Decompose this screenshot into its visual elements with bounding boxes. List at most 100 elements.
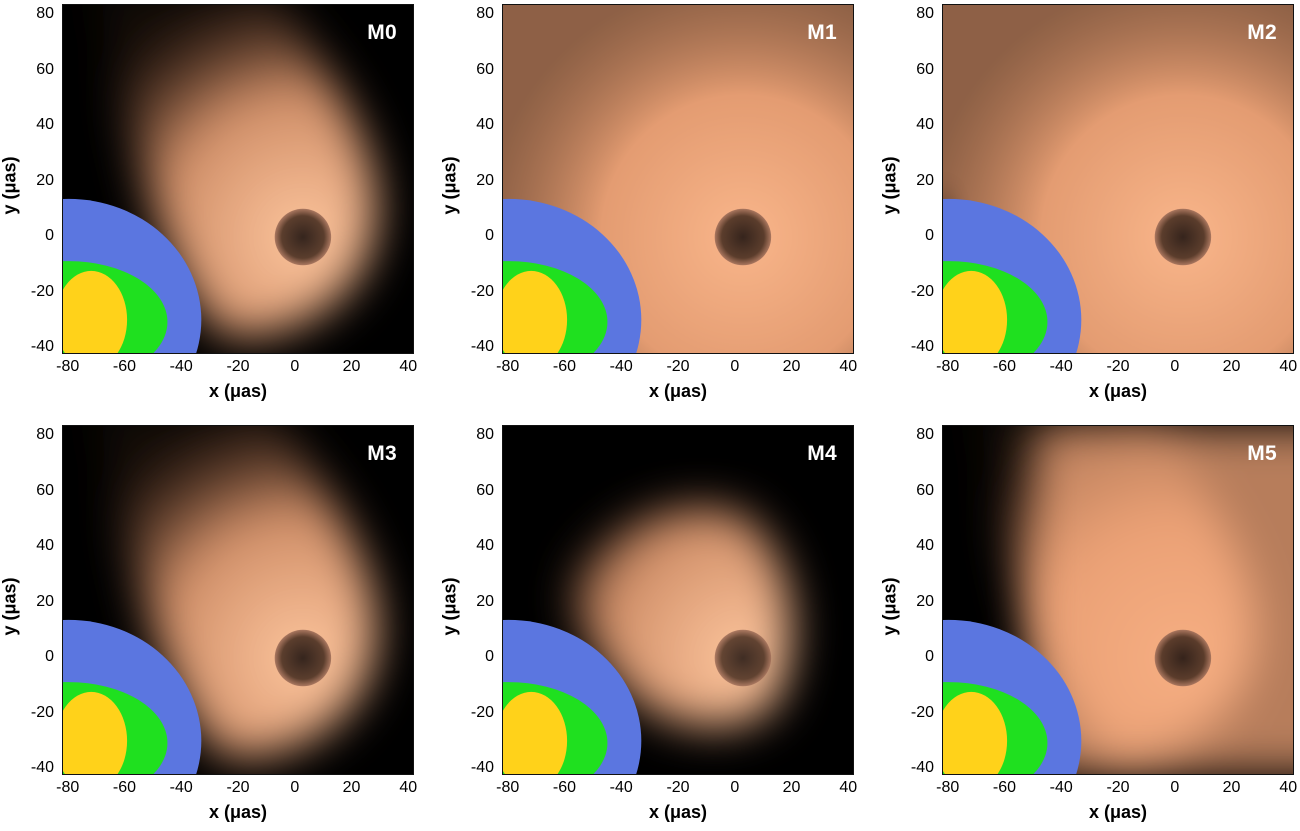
beam-inner <box>63 691 128 774</box>
x-tick-label: 40 <box>399 358 418 375</box>
x-tick-label: -40 <box>1049 358 1073 375</box>
y-tick-label: 0 <box>45 648 54 666</box>
x-tick-label: -80 <box>496 358 520 375</box>
x-tick-label: -80 <box>56 779 80 796</box>
x-tick-label: 40 <box>839 358 858 375</box>
y-tick-label: 20 <box>916 171 934 189</box>
y-tick-label: 0 <box>485 227 494 245</box>
x-tick-label: 40 <box>1279 779 1298 796</box>
y-tick-label: 80 <box>916 5 934 23</box>
image-plot: M5 <box>942 425 1294 775</box>
x-tick-label: -40 <box>169 779 193 796</box>
y-axis-label: y (μas) <box>879 577 900 636</box>
y-tick-label: 80 <box>36 5 54 23</box>
x-tick-label: 0 <box>290 779 300 796</box>
beam-inner <box>943 691 1008 774</box>
x-tick-label: 20 <box>1222 779 1241 796</box>
panel-label: M0 <box>367 21 397 44</box>
shadow-disk <box>1154 208 1212 266</box>
y-tick-label: 60 <box>916 481 934 499</box>
x-axis-label: x (μas) <box>1088 381 1148 401</box>
x-tick-label: 0 <box>730 358 740 375</box>
y-tick-label: 0 <box>45 227 54 245</box>
y-tick-label: 20 <box>476 171 494 189</box>
x-tick-label: -40 <box>609 358 633 375</box>
image-plot: M3 <box>62 425 414 775</box>
y-tick-label: 40 <box>36 537 54 555</box>
beam-inner <box>943 270 1008 353</box>
y-tick-label: 80 <box>36 426 54 444</box>
x-tick-label: -80 <box>56 358 80 375</box>
x-tick-label: 20 <box>342 779 361 796</box>
panel-m2: M2 80 60 40 20 0 -20 -40 -80 -60 -40 -20 0 20 40 x (μas… <box>880 0 1300 410</box>
x-axis-label: x (μas) <box>208 802 268 822</box>
x-tick-label: 20 <box>342 358 361 375</box>
x-tick-label: -40 <box>169 358 193 375</box>
y-axis-label: y (μas) <box>439 577 460 636</box>
x-tick-label: 0 <box>730 779 740 796</box>
shadow-disk <box>1154 629 1212 687</box>
y-tick-label: 80 <box>916 426 934 444</box>
x-tick-label: 20 <box>782 358 801 375</box>
y-tick-label: 60 <box>476 481 494 499</box>
panel-m3: M3 80 60 40 20 0 -20 -40 -80 -60 -40 -20 0 20 40 x (μas… <box>0 421 420 831</box>
x-axis-label: x (μas) <box>1088 802 1148 822</box>
y-tick-label: -40 <box>30 338 54 356</box>
y-tick-label: -40 <box>910 759 934 777</box>
y-axis-label: y (μas) <box>0 577 20 636</box>
shadow-disk <box>274 629 332 687</box>
x-tick-label: -80 <box>936 779 960 796</box>
panel-m0: M0 80 60 40 20 0 -20 -40 -80 -60 -40 -20 0 20 40 x (μas… <box>0 0 420 410</box>
y-tick-label: 40 <box>476 116 494 134</box>
y-tick-label: 40 <box>476 537 494 555</box>
y-tick-label: 60 <box>36 60 54 78</box>
x-tick-label: 0 <box>1170 358 1180 375</box>
y-tick-label: 0 <box>485 648 494 666</box>
x-tick-label: 0 <box>1170 779 1180 796</box>
beam-inner <box>503 691 568 774</box>
beam-inner <box>63 270 128 353</box>
panel-label: M1 <box>807 21 837 44</box>
x-tick-label: 40 <box>839 779 858 796</box>
x-tick-label: 20 <box>782 779 801 796</box>
x-tick-label: -20 <box>1106 779 1130 796</box>
panel-m1: M1 80 60 40 20 0 -20 -40 -80 -60 -40 -20 0 20 40 x (μas… <box>440 0 860 410</box>
panel-label: M4 <box>807 442 837 465</box>
y-axis-label: y (μas) <box>439 156 460 215</box>
y-tick-label: -20 <box>470 282 494 300</box>
shadow-disk <box>714 208 772 266</box>
y-tick-label: -40 <box>470 338 494 356</box>
y-tick-label: -20 <box>910 282 934 300</box>
x-axis-label: x (μas) <box>648 802 708 822</box>
x-axis-label: x (μas) <box>648 381 708 401</box>
image-plot: M0 <box>62 4 414 354</box>
x-tick-label: -60 <box>112 358 136 375</box>
y-tick-label: 80 <box>476 5 494 23</box>
y-tick-label: 0 <box>925 227 934 245</box>
y-tick-label: -40 <box>910 338 934 356</box>
x-tick-label: -20 <box>1106 358 1130 375</box>
x-tick-label: -40 <box>1049 779 1073 796</box>
y-tick-label: -40 <box>470 759 494 777</box>
x-tick-label: -40 <box>609 779 633 796</box>
y-tick-label: 0 <box>925 648 934 666</box>
beam-inner <box>503 270 568 353</box>
y-tick-label: 60 <box>36 481 54 499</box>
y-tick-label: 20 <box>916 592 934 610</box>
x-tick-label: -20 <box>666 358 690 375</box>
y-tick-label: 40 <box>916 116 934 134</box>
x-tick-label: -60 <box>552 358 576 375</box>
y-axis-label: y (μas) <box>879 156 900 215</box>
panel-label: M3 <box>367 442 397 465</box>
x-tick-label: -60 <box>992 779 1016 796</box>
y-tick-label: 60 <box>476 60 494 78</box>
x-tick-label: -60 <box>552 779 576 796</box>
shadow-disk <box>274 208 332 266</box>
y-tick-label: -20 <box>910 703 934 721</box>
x-tick-label: 40 <box>399 779 418 796</box>
x-tick-label: -20 <box>226 779 250 796</box>
x-tick-label: 0 <box>290 358 300 375</box>
y-tick-label: 20 <box>36 592 54 610</box>
y-tick-label: -20 <box>470 703 494 721</box>
panel-label: M5 <box>1247 442 1277 465</box>
